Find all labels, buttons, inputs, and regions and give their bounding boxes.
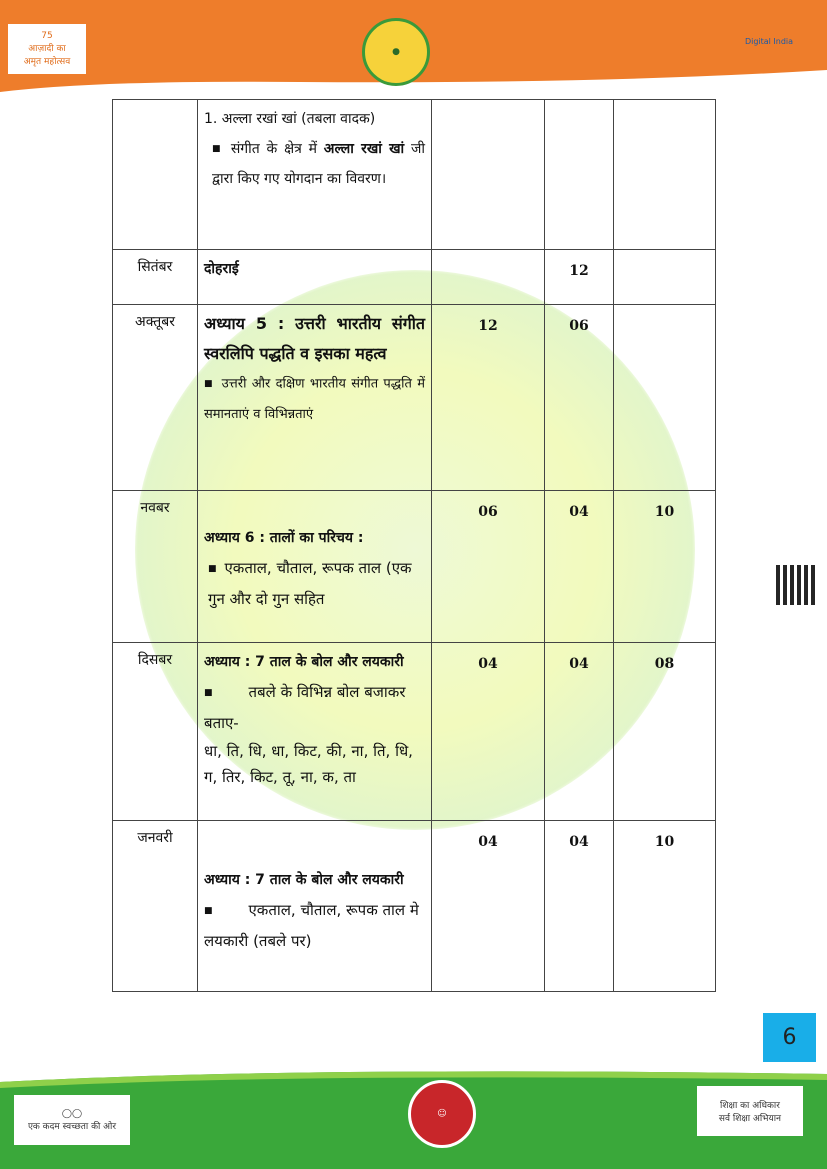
value-cell: [613, 99, 716, 250]
value-cell: 04: [544, 490, 614, 643]
bullet-icon: ■: [204, 905, 213, 916]
month-cell: नवबर: [112, 490, 198, 643]
topic-heading: अध्याय : 7 ताल के बोल और लयकारी: [204, 654, 404, 670]
topic-heading: अध्याय : 7 ताल के बोल और लयकारी: [204, 872, 404, 888]
table-row: 1. अल्ला रखां खां (तबला वादक) ■ संगीत के …: [112, 99, 716, 250]
board-emblem-logo: ●: [362, 18, 430, 86]
bol-list: धा, ति, धि, धा, किट, की, ना, ति, धि, ग, …: [204, 741, 413, 786]
month-cell: सितंबर: [112, 249, 198, 305]
value-cell: [613, 249, 716, 305]
beti-bachao-logo: ☺: [408, 1080, 476, 1148]
value-cell: 04: [431, 642, 545, 821]
table-row: नवबर अध्याय 6 : तालों का परिचय : ■ एकताल,…: [112, 490, 716, 643]
topic-heading: अध्याय 5 : उत्तरी भारतीय संगीत स्वरलिपि …: [204, 314, 425, 363]
page-number: 6: [763, 1013, 816, 1062]
bullet-text: एकताल, चौताल, रूपक ताल (एक गुन और दो गुन…: [208, 559, 412, 608]
value-cell: [544, 99, 614, 250]
bullet-bold: अल्ला रखां खां: [323, 141, 405, 157]
month-cell: जनवरी: [112, 820, 198, 992]
bullet-icon: ■: [204, 687, 213, 698]
table-row: दिसबर अध्याय : 7 ताल के बोल और लयकारी ■ त…: [112, 642, 716, 821]
value-cell: [431, 99, 545, 250]
content-cell: अध्याय : 7 ताल के बोल और लयकारी ■ तबले के…: [197, 642, 432, 821]
bullet-icon: ■: [204, 379, 214, 389]
azadi-amrit-mahotsav-logo: 75 आज़ादी का अमृत महोत्सव: [8, 24, 86, 74]
month-cell: दिसबर: [112, 642, 198, 821]
content-cell: अध्याय : 7 ताल के बोल और लयकारी ■ एकताल, …: [197, 820, 432, 992]
content-cell: अध्याय 6 : तालों का परिचय : ■ एकताल, चौता…: [197, 490, 432, 643]
month-cell: अक्तूबर: [112, 304, 198, 491]
value-cell: 12: [431, 304, 545, 491]
value-cell: 06: [544, 304, 614, 491]
bullet-text: एकताल, चौताल, रूपक ताल मे लयकारी (तबले प…: [204, 901, 419, 950]
value-cell: 06: [431, 490, 545, 643]
value-cell: 08: [613, 642, 716, 821]
value-cell: [613, 304, 716, 491]
value-cell: 04: [544, 642, 614, 821]
content-cell: अध्याय 5 : उत्तरी भारतीय संगीत स्वरलिपि …: [197, 304, 432, 491]
topic-heading: 1. अल्ला रखां खां (तबला वादक): [204, 111, 376, 127]
bullet-text: जी द्वारा किए गए योगदान का विवरण।: [212, 141, 425, 187]
qr-code-icon: [776, 565, 816, 605]
digital-india-logo: Digital India: [744, 36, 794, 46]
swachh-bharat-logo: ◯◯ एक कदम स्वच्छता की ओर: [14, 1095, 130, 1145]
value-cell: 04: [544, 820, 614, 992]
topic-heading: दोहराई: [197, 249, 432, 305]
topic-heading: अध्याय 6 : तालों का परिचय :: [204, 530, 364, 546]
table-row: जनवरी अध्याय : 7 ताल के बोल और लयकारी ■ ए…: [112, 820, 716, 992]
value-cell: [431, 249, 545, 305]
shiksha-ka-adhikar-logo: शिक्षा का अधिकार सर्व शिक्षा अभियान: [697, 1086, 803, 1136]
bullet-icon: ■: [208, 563, 217, 574]
value-cell: 12: [544, 249, 614, 305]
value-cell: 10: [613, 490, 716, 643]
value-cell: 10: [613, 820, 716, 992]
table-row: अक्तूबर अध्याय 5 : उत्तरी भारतीय संगीत स…: [112, 304, 716, 491]
bullet-icon: ■: [212, 144, 223, 154]
month-cell: [112, 99, 198, 250]
content-cell: 1. अल्ला रखां खां (तबला वादक) ■ संगीत के …: [197, 99, 432, 250]
value-cell: 04: [431, 820, 545, 992]
table-row: सितंबर दोहराई 12: [112, 249, 716, 305]
bullet-text: तबले के विभिन्न बोल बजाकर बताए-: [204, 683, 406, 732]
bullet-text: उत्तरी और दक्षिण भारतीय संगीत पद्धति में…: [204, 376, 425, 422]
bullet-text: संगीत के क्षेत्र में: [230, 141, 324, 157]
syllabus-table: 1. अल्ला रखां खां (तबला वादक) ■ संगीत के …: [112, 99, 716, 992]
